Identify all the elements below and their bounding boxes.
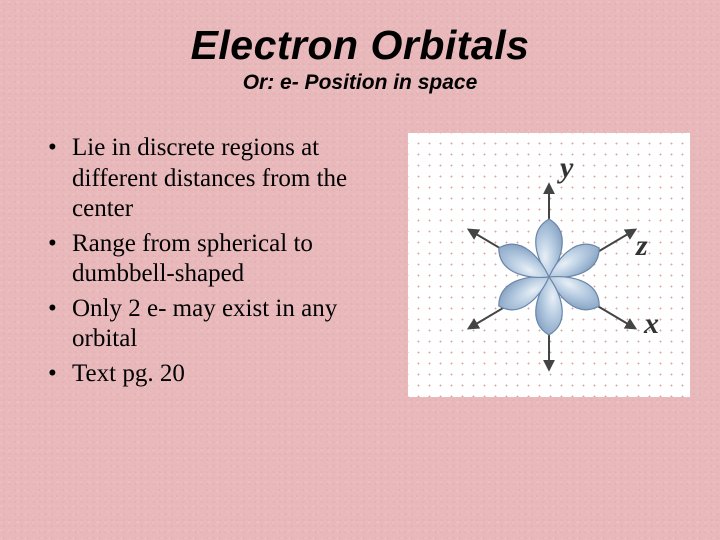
axis-label-z: z	[636, 229, 648, 263]
axis-label-x: x	[644, 307, 659, 341]
bullet-item: Range from spherical to dumbbell-shaped	[46, 229, 386, 290]
orbital-diagram	[419, 145, 679, 395]
orbital-figure: y z x	[408, 133, 690, 397]
slide-subtitle: Or: e- Position in space	[0, 71, 720, 95]
bullet-item: Lie in discrete regions at different dis…	[46, 133, 386, 225]
slide-title: Electron Orbitals	[0, 0, 720, 69]
bullet-list: Lie in discrete regions at different dis…	[46, 133, 386, 397]
content-row: Lie in discrete regions at different dis…	[0, 95, 720, 397]
bullet-item: Only 2 e- may exist in any orbital	[46, 294, 386, 355]
bullet-item: Text pg. 20	[46, 359, 386, 390]
axis-label-y: y	[560, 151, 573, 185]
orbital-petals	[492, 219, 606, 335]
